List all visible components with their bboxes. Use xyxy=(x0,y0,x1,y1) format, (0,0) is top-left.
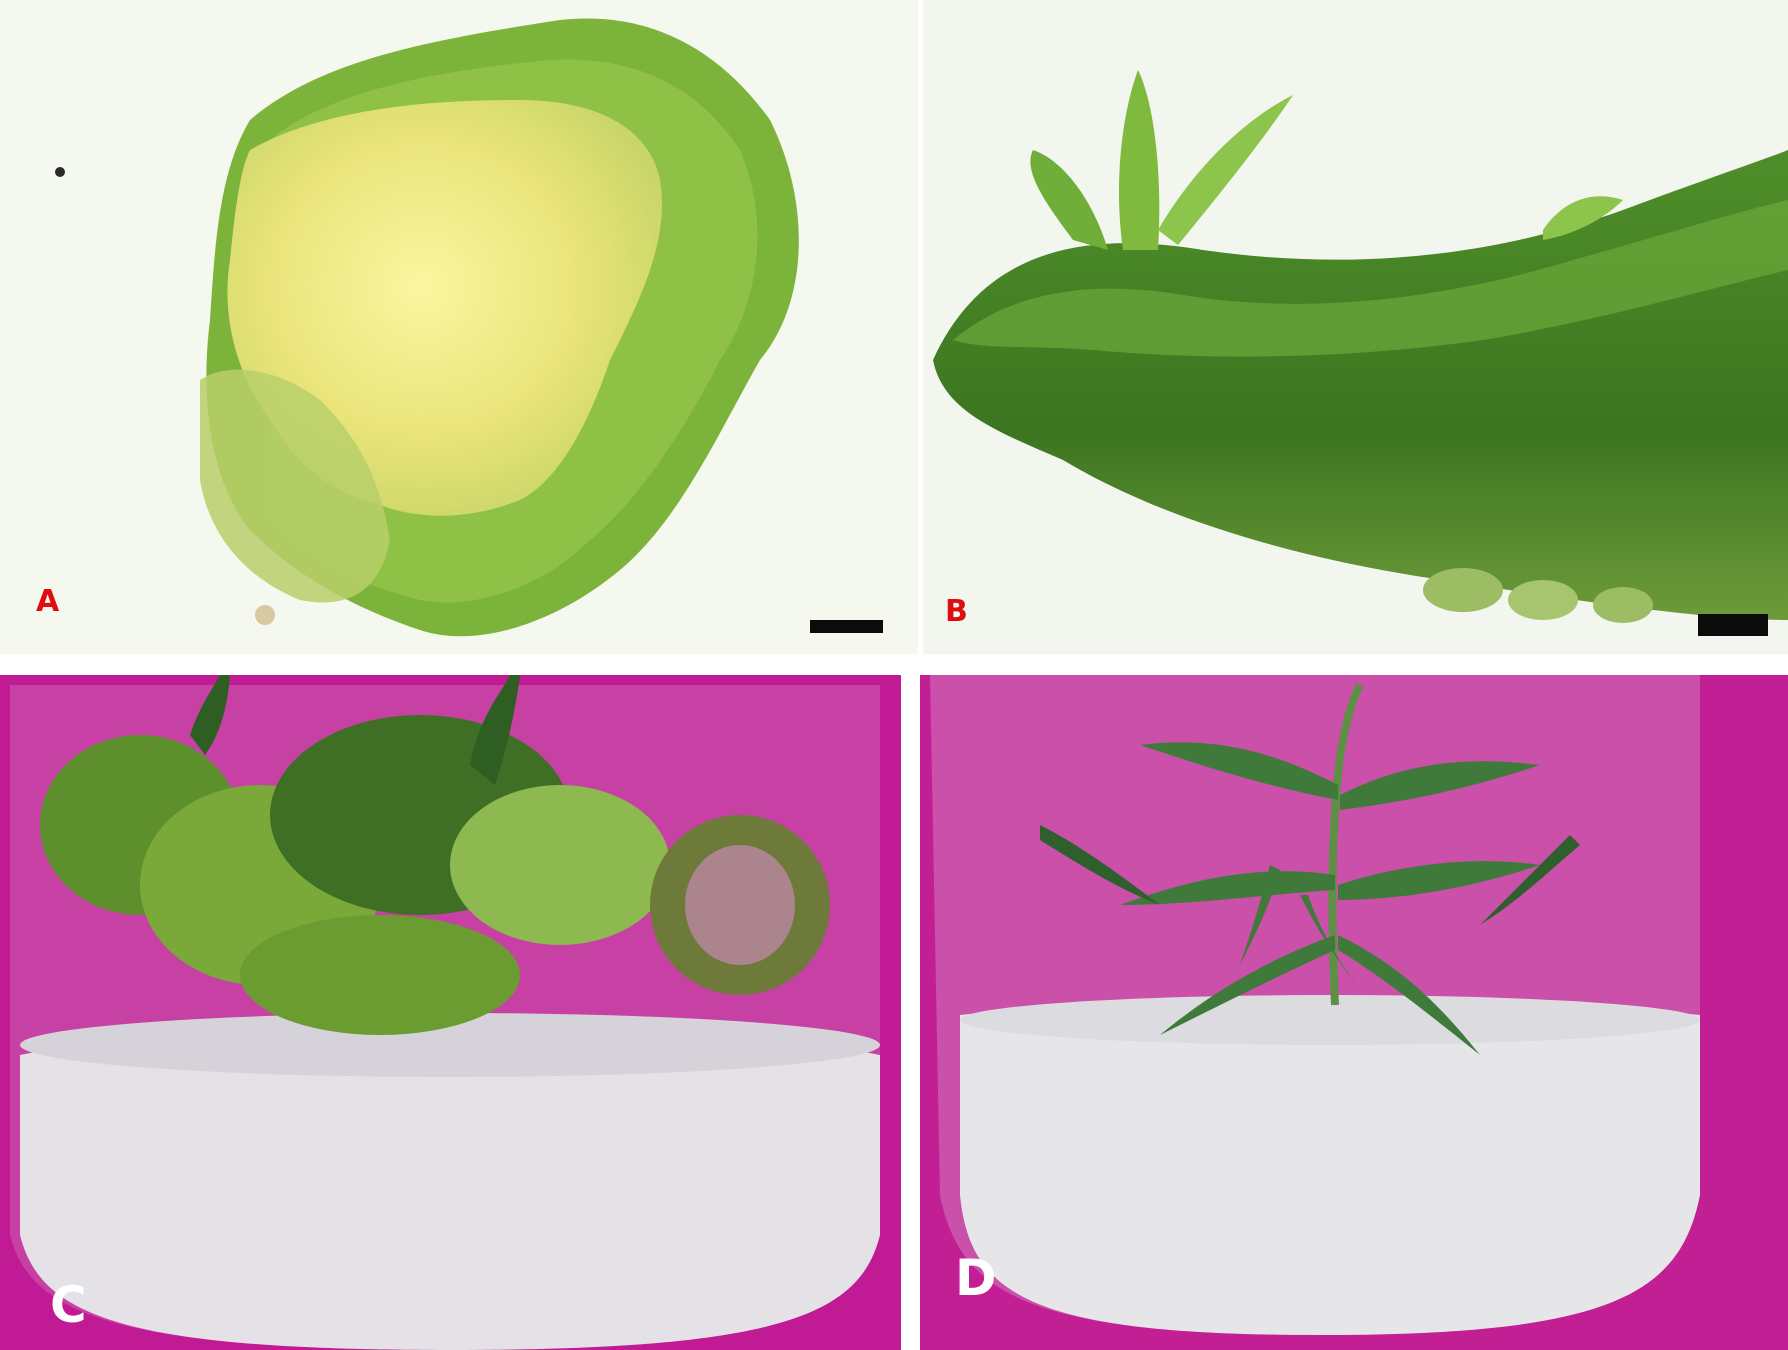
panel-b: B xyxy=(923,0,1788,654)
panel-b-label: B xyxy=(945,594,968,629)
panel-c: C xyxy=(0,675,901,1350)
scale-bar xyxy=(1698,614,1768,636)
panel-d-label: D xyxy=(955,1249,997,1307)
scale-bar xyxy=(810,620,883,633)
panel-d: D xyxy=(920,675,1788,1350)
panel-a-label: A xyxy=(36,584,60,619)
panel-c-photo xyxy=(0,675,901,1350)
panel-a-photo xyxy=(0,0,918,654)
panel-b-photo xyxy=(923,0,1788,654)
panel-a: A xyxy=(0,0,918,654)
panel-c-label: C xyxy=(50,1276,87,1334)
panel-d-photo xyxy=(920,675,1788,1350)
